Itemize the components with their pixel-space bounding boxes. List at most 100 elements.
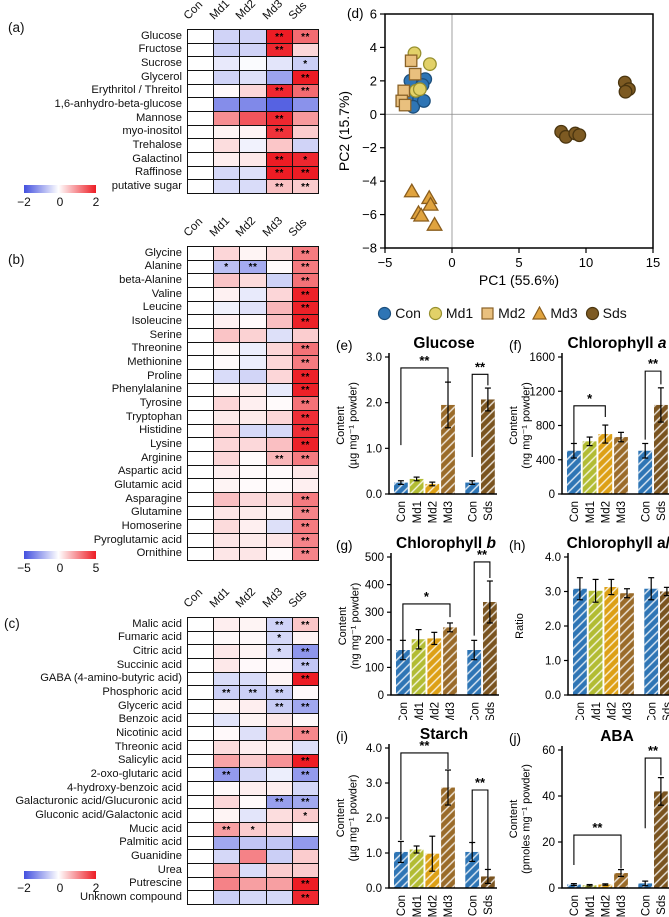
significance-stars: ** — [301, 86, 310, 97]
heatmap-row-label: Gluconic acid/Galactonic acid — [35, 809, 182, 821]
heatmap-cell — [187, 138, 214, 153]
y-axis-title: (µg mg⁻¹ powder) — [348, 382, 360, 469]
heatmap-cell: ** — [292, 644, 319, 659]
heatmap-cell — [239, 726, 267, 741]
heatmap-cell — [266, 342, 293, 356]
heatmap-cell: ** — [239, 260, 267, 274]
bar-hatch — [654, 404, 668, 494]
triangle-marker-icon — [532, 305, 548, 320]
heatmap-cell — [266, 424, 293, 438]
heatmap-cell — [292, 836, 319, 850]
heatmap-row-label: Mannose — [135, 112, 182, 124]
heatmap-cell — [213, 506, 240, 520]
heatmap-cell — [213, 726, 240, 741]
significance-stars: ** — [275, 155, 284, 166]
heatmap-cell — [213, 713, 240, 727]
heatmap-cell: ** — [292, 699, 319, 714]
heatmap-cell: ** — [292, 767, 319, 782]
heatmap-cell — [187, 43, 214, 57]
heatmap-cell — [292, 125, 319, 139]
significance-stars: ** — [301, 182, 310, 193]
heatmap-row-label: Glutamic acid — [114, 479, 182, 491]
heatmap-cell — [239, 713, 267, 727]
heatmap-row-label: Putrescine — [129, 877, 182, 889]
significance-stars: ** — [301, 372, 310, 383]
heatmap-cell: ** — [292, 314, 319, 329]
panel-bar-chlorophyll-b: 0 100 200 300 400 500 Con Md1 Md2 Md3 Con Sds Conten… — [335, 525, 500, 724]
heatmap-row-label: Leucine — [142, 301, 182, 313]
x-category-label: Md3 — [445, 702, 457, 720]
bar-hatch — [588, 590, 603, 695]
heatmap-cell — [239, 617, 267, 632]
heatmap-cell: ** — [292, 246, 319, 261]
panel-letter: (h) — [509, 538, 526, 553]
heatmap-cell — [266, 437, 293, 452]
heatmap-cell — [213, 179, 240, 194]
heatmap-column-header: Sds — [286, 216, 310, 240]
panel-letter: (e) — [336, 338, 353, 353]
heatmap-cell: * — [266, 644, 293, 659]
heatmap-cell: * — [292, 152, 319, 167]
heatmap-cell — [187, 328, 214, 343]
heatmap-cell — [239, 410, 267, 425]
heatmap-cell — [187, 97, 214, 112]
heatmap-row-label: Glucose — [140, 30, 182, 42]
heatmap-cell — [187, 84, 214, 98]
heatmap-row-label: Phenylalanine — [111, 383, 182, 395]
heatmap-cell — [266, 849, 293, 864]
panel-bar-starch: 0.0 1.0 2.0 3.0 4.0 Con Md1 Md2 Md3 Con Sds Content… — [335, 715, 500, 917]
x-tick-label: 15 — [646, 255, 660, 270]
heatmap-cell — [239, 658, 267, 673]
bar-hatch — [638, 450, 653, 494]
significance-bracket — [573, 834, 622, 869]
x-category-label: Md1 — [591, 702, 603, 720]
heatmap-cell: ** — [213, 767, 240, 782]
heatmap-cell — [292, 849, 319, 864]
heatmap-cell: ** — [292, 547, 319, 561]
heatmap-row-label: Galactinol — [132, 153, 182, 165]
heatmap-cell — [187, 519, 214, 534]
heatmap-cell — [213, 699, 240, 714]
heatmap-row-label: Glycine — [144, 247, 182, 259]
heatmap-column-header: Sds — [286, 587, 310, 611]
significance-stars: * — [303, 59, 308, 70]
heatmap-row-label: Trehalose — [132, 139, 182, 151]
heatmap-cell — [213, 890, 240, 905]
heatmap-row-label: Fructose — [138, 43, 182, 55]
y-tick-label: 4.0 — [545, 552, 561, 564]
heatmap-cell — [266, 713, 293, 727]
pca-point-md3 — [422, 196, 439, 211]
y-tick-label: −4 — [362, 174, 377, 189]
bar-chart-j: 0 20 40 60 Con Md1 Md2 Md3 Con Sds Content (pmoles … — [508, 728, 669, 917]
x-tick-label: 0 — [448, 255, 455, 270]
heatmap-cell — [187, 849, 214, 864]
significance-stars: ** — [301, 893, 310, 904]
pca-legend: Con Md1 Md2 Md3 Sds — [335, 302, 669, 324]
significance-stars: ** — [275, 702, 284, 713]
y-tick-label: 4.0 — [366, 743, 382, 755]
heatmap-row-label: Guanidine — [130, 850, 182, 862]
heatmap-cell — [187, 396, 214, 411]
heatmap-row-label: Benzoic acid — [118, 713, 182, 725]
heatmap-cell — [266, 726, 293, 741]
heatmap-cell — [239, 396, 267, 411]
heatmap-cell — [187, 383, 214, 397]
y-tick-label: 6 — [370, 7, 377, 22]
heatmap-cell: ** — [292, 506, 319, 520]
pca-point-md2 — [408, 67, 422, 81]
legend-item-md2: Md2 — [480, 305, 525, 321]
heatmap-cell — [266, 70, 293, 85]
heatmap-column-header: Md1 — [207, 585, 233, 611]
heatmap-cell — [266, 767, 293, 782]
heatmap-cell — [266, 836, 293, 850]
heatmap-row-label: Isoleucine — [131, 315, 182, 327]
heatmap-cell — [239, 369, 267, 384]
y-axis-title: Content — [335, 406, 347, 445]
heatmap-cell: ** — [266, 43, 293, 57]
heatmap-cell — [213, 836, 240, 850]
heatmap-cell — [239, 29, 267, 44]
heatmap-cell: ** — [292, 355, 319, 370]
heatmap-cell: ** — [266, 685, 293, 700]
significance-stars: ** — [275, 168, 284, 179]
